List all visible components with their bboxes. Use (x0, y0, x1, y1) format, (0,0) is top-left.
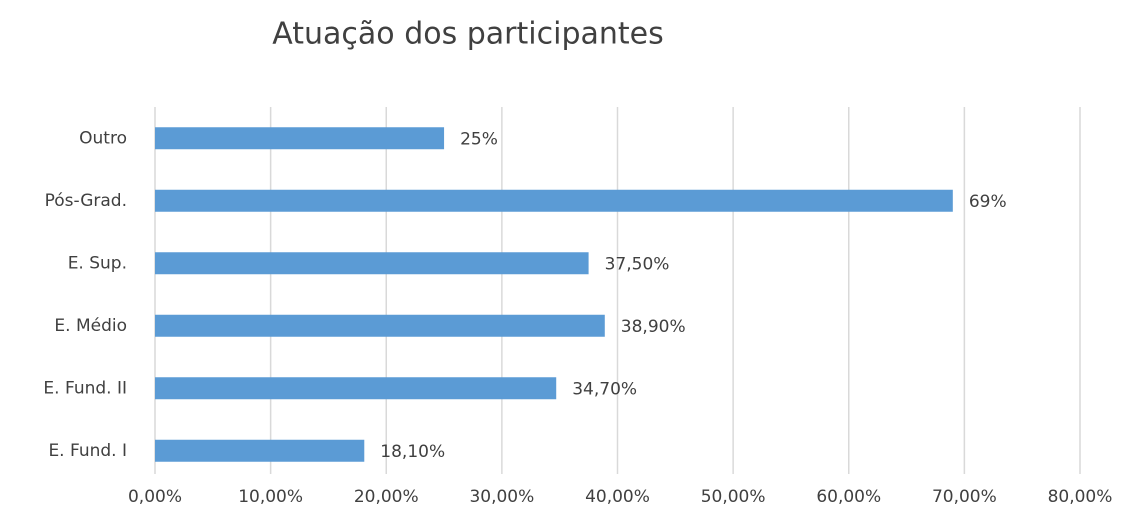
value-label: 37,50% (605, 254, 670, 274)
x-tick-label: 60,00% (816, 487, 881, 507)
x-tick-label: 80,00% (1048, 487, 1113, 507)
x-tick-label: 20,00% (354, 487, 419, 507)
chart-title: Atuação dos participantes (272, 17, 663, 52)
y-tick-label: E. Médio (54, 316, 127, 336)
bar (155, 314, 605, 337)
bar (155, 189, 953, 212)
value-label: 38,90% (621, 317, 686, 337)
value-label: 34,70% (572, 379, 637, 399)
bar (155, 377, 557, 400)
y-tick-label: Outro (79, 128, 127, 148)
y-tick-label: E. Fund. II (43, 378, 127, 398)
y-tick-label: E. Sup. (68, 253, 127, 273)
x-tick-label: 70,00% (932, 487, 997, 507)
x-tick-label: 50,00% (701, 487, 766, 507)
y-tick-label: E. Fund. I (48, 441, 127, 461)
x-tick-label: 10,00% (238, 487, 303, 507)
value-label: 18,10% (380, 442, 445, 462)
x-tick-label: 30,00% (469, 487, 534, 507)
bar (155, 252, 589, 275)
bar (155, 127, 445, 150)
x-tick-label: 0,00% (128, 487, 182, 507)
y-tick-label: Pós-Grad. (45, 191, 127, 211)
x-tick-label: 40,00% (585, 487, 650, 507)
bar (155, 439, 365, 462)
value-label: 25% (460, 129, 498, 149)
value-label: 69% (969, 192, 1007, 212)
